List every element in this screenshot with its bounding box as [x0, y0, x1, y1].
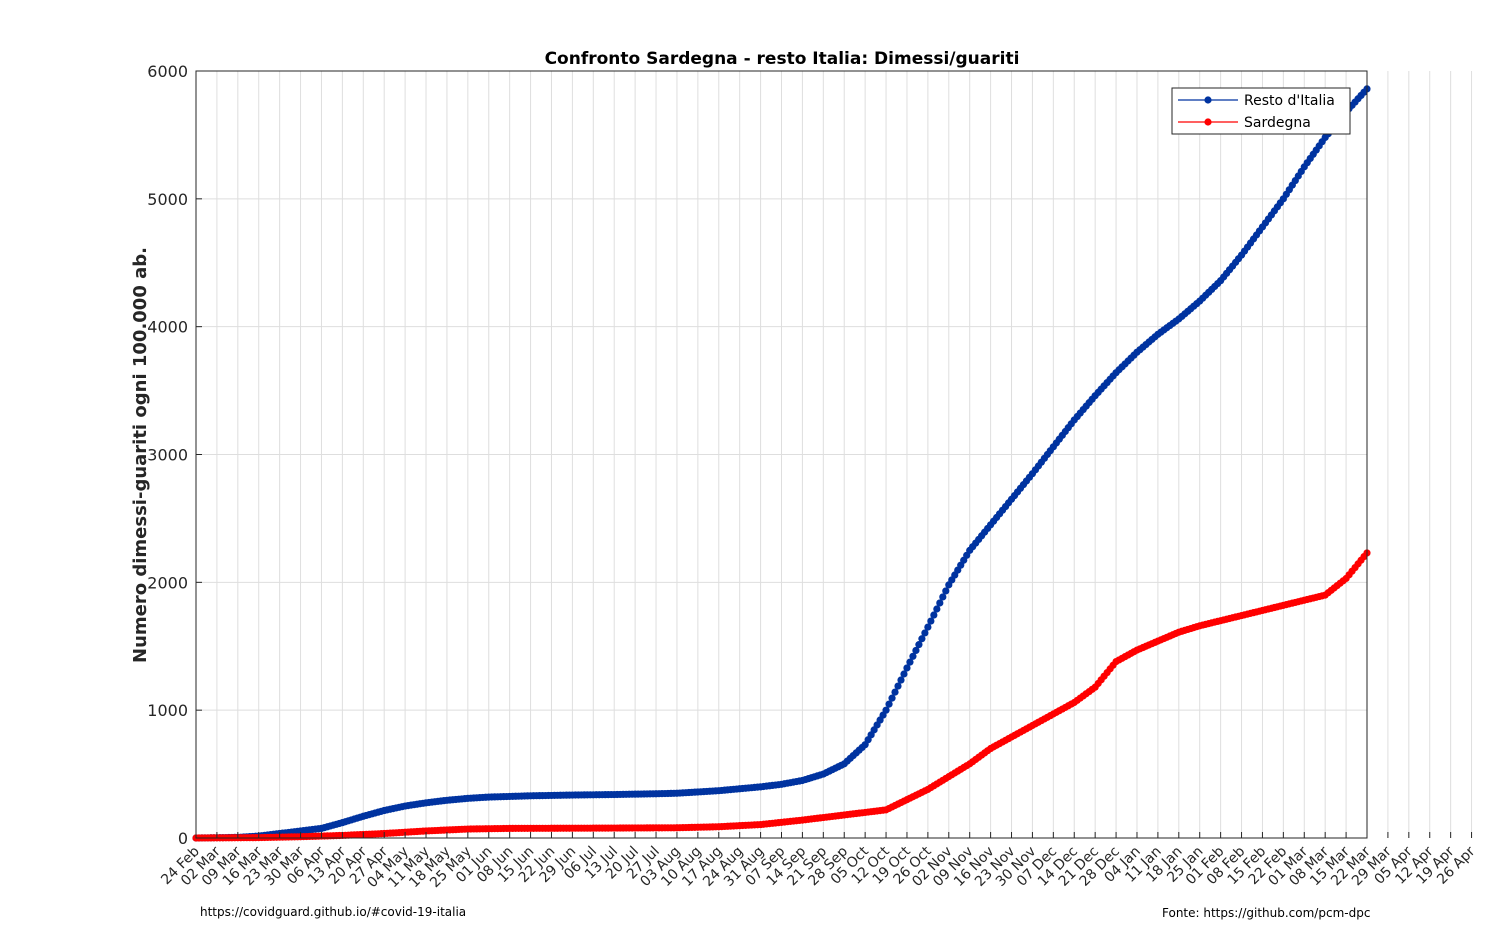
- legend: Resto d'Italia Sardegna: [1171, 87, 1351, 135]
- legend-swatch-marker: [1204, 118, 1212, 126]
- series-1: [192, 549, 1371, 842]
- data-point: [900, 670, 908, 678]
- data-point: [909, 652, 917, 660]
- data-point: [918, 635, 926, 643]
- legend-swatch-marker: [1204, 96, 1212, 104]
- grid: [195, 70, 1473, 839]
- y-tick-label: 2000: [147, 573, 188, 592]
- data-point: [894, 682, 902, 690]
- data-point: [891, 688, 899, 696]
- data-point: [927, 617, 935, 625]
- chart-title: Confronto Sardegna - resto Italia: Dimes…: [545, 49, 1020, 69]
- footer-source: Fonte: https://github.com/pcm-dpc: [1162, 906, 1371, 920]
- y-tick-label: 6000: [147, 62, 188, 81]
- data-point: [903, 664, 911, 672]
- series-layer: [192, 85, 1371, 842]
- y-tick-label: 0: [178, 829, 188, 848]
- data-point: [930, 611, 938, 619]
- data-point: [936, 599, 944, 607]
- y-tick-label: 5000: [147, 190, 188, 209]
- data-point: [897, 676, 905, 684]
- y-tick-label: 1000: [147, 701, 188, 720]
- data-point: [888, 694, 896, 702]
- data-point: [882, 706, 890, 714]
- data-point: [912, 646, 920, 655]
- data-point: [933, 605, 941, 613]
- footer-url: https://covidguard.github.io/#covid-19-i…: [200, 905, 467, 919]
- data-point: [921, 629, 929, 637]
- data-point: [942, 587, 950, 595]
- y-tick-label: 4000: [147, 318, 188, 337]
- data-point: [915, 641, 923, 649]
- data-point: [885, 700, 893, 708]
- data-point: [906, 658, 914, 666]
- legend-label: Sardegna: [1244, 115, 1311, 131]
- y-tick-label: 3000: [147, 446, 188, 465]
- y-axis-label: Numero dimessi-guariti ogni 100.000 ab.: [130, 247, 151, 663]
- data-point: [939, 593, 947, 601]
- legend-box: [1171, 87, 1351, 135]
- legend-label: Resto d'Italia: [1244, 93, 1335, 109]
- data-point: [924, 623, 932, 631]
- y-axis: 0 1000 2000 3000 4000 5000 6000: [147, 62, 202, 848]
